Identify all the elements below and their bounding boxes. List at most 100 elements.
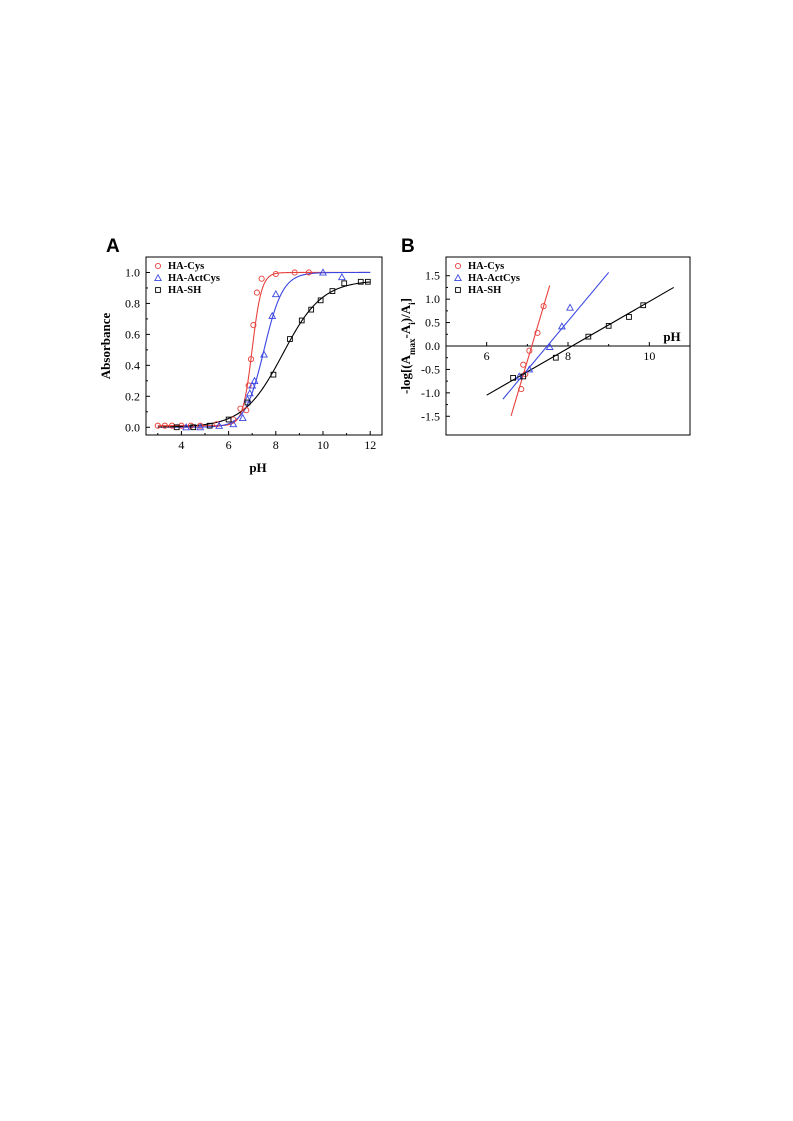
- panel-a-point-ha-cys: [247, 356, 255, 363]
- panel-b-letter: B: [401, 236, 415, 257]
- panel-a-y-axis-title: Absorbance: [98, 313, 113, 380]
- panel-a-legend-label-ha-sh: HA-SH: [168, 285, 201, 296]
- panel-a-point-ha-sh: [298, 317, 305, 324]
- panel-b-point-ha-sh: [552, 354, 559, 361]
- panel-a-point-ha-sh: [190, 424, 197, 431]
- panel-b-point-ha-sh: [510, 375, 516, 381]
- panel-a-legend-marker-ha-cys: [154, 262, 162, 270]
- panel-b-data-points: [510, 302, 647, 393]
- panel-a-point-ha-cys: [197, 422, 204, 429]
- panel-b-y-axis-title: -log[(Amax-Ai)/Ai]: [398, 298, 417, 394]
- panel-a-point-ha-cys: [305, 269, 312, 276]
- panel-a-x-tick-label: 10: [317, 438, 329, 452]
- panel-b-point-ha-actcys: [545, 342, 554, 350]
- panel-a-point-ha-cys: [272, 270, 279, 278]
- panel-a-point-ha-sh: [270, 371, 277, 378]
- panel-b-y-tick-label: -0.5: [421, 362, 440, 376]
- panel-a: A 4 6 8 10 12 0.0 0.2 0.4 0.6 0.8 1.0 pH Absorbanc…: [98, 236, 383, 475]
- panel-a-point-ha-actcys: [271, 290, 280, 298]
- panel-a-y-tick-label: 0.4: [125, 358, 140, 372]
- panel-a-point-ha-sh: [341, 280, 348, 287]
- y-title-sub-max: max: [407, 338, 417, 355]
- panel-a-fit-ha-sh: [157, 281, 371, 428]
- panel-a-point-ha-cys: [250, 322, 257, 329]
- panel-a-point-ha-cys: [291, 269, 298, 276]
- panel-b-fit-ha-cys: [510, 285, 551, 417]
- panel-a-point-ha-sh: [206, 422, 213, 429]
- panel-a-point-ha-sh: [287, 336, 293, 342]
- panel-b-point-ha-sh: [605, 323, 612, 329]
- panel-a-point-ha-actcys: [268, 311, 277, 319]
- panel-b-y-tick-label: -1.5: [421, 409, 440, 423]
- panel-b-point-ha-sh: [585, 333, 592, 340]
- panel-b-y-tick-label: 0.0: [425, 339, 440, 353]
- panel-b-x-axis-title: pH: [663, 329, 680, 344]
- panel-a-point-ha-sh: [364, 278, 371, 285]
- panel-a-point-ha-actcys: [229, 420, 238, 428]
- panel-a-point-ha-actcys: [245, 389, 254, 397]
- panel-b-axes: 6 8 10 -1.5 -1.0 -0.5 0.0 0.5 1.0 1.5: [421, 269, 691, 423]
- panel-a-point-ha-sh: [173, 424, 180, 431]
- panel-a-point-ha-actcys: [248, 381, 257, 389]
- y-title-tail: )/A: [398, 304, 413, 322]
- panel-a-x-tick-label: 12: [364, 438, 376, 452]
- panel-a-point-ha-actcys: [337, 272, 346, 281]
- panel-a-point-ha-actcys: [215, 421, 224, 429]
- panel-b-legend-marker-ha-actcys: [454, 273, 462, 282]
- panel-b-point-ha-cys: [520, 361, 527, 368]
- panel-b-x-tick-label: 10: [643, 349, 655, 363]
- y-title-prefix: -log[(A: [398, 354, 413, 394]
- panel-a-point-ha-actcys: [260, 350, 268, 358]
- panel-b-x-tick-label: 6: [484, 349, 490, 363]
- panel-a-x-tick-label: 4: [178, 438, 184, 452]
- y-title-sub-i-2: i: [407, 302, 417, 305]
- panel-b-x-tick-label: 8: [565, 349, 571, 363]
- panel-b-fit-ha-actcys: [502, 272, 610, 400]
- panel-b-y-tick-label: 1.5: [425, 269, 440, 283]
- panel-a-point-ha-sh: [357, 278, 364, 285]
- panel-b-point-ha-actcys: [525, 365, 534, 373]
- panel-b-point-ha-cys: [534, 329, 541, 336]
- panel-b-point-ha-actcys: [566, 303, 574, 311]
- y-title-middle: -A: [398, 324, 413, 338]
- panel-a-axes: 4 6 8 10 12 0.0 0.2 0.4 0.6 0.8 1.0: [125, 265, 376, 452]
- panel-a-point-ha-cys: [161, 422, 168, 429]
- panel-a-y-tick-label: 0.8: [125, 296, 140, 310]
- panel-a-legend-label-ha-actcys: HA-ActCys: [168, 273, 220, 284]
- panel-a-data-points: [154, 268, 371, 431]
- panel-a-point-ha-actcys: [250, 376, 259, 384]
- panel-a-legend-marker-ha-actcys: [154, 273, 162, 282]
- panel-a-y-tick-label: 1.0: [125, 265, 140, 279]
- panel-a-legend-marker-ha-sh: [155, 287, 161, 293]
- panel-a-point-ha-sh: [317, 297, 324, 304]
- panel-b-y-tick-label: 0.5: [425, 316, 440, 330]
- panel-a-point-ha-actcys: [243, 395, 252, 403]
- panel-b-point-ha-cys: [540, 303, 547, 310]
- panel-b-fit-ha-sh: [486, 286, 675, 396]
- panel-b-legend-label-ha-cys: HA-Cys: [468, 261, 504, 272]
- panel-b-legend-marker-ha-sh: [455, 287, 461, 293]
- panel-b-point-ha-sh: [520, 373, 527, 380]
- panel-b-point-ha-sh: [626, 314, 632, 320]
- panel-b-legend-label-ha-sh: HA-SH: [468, 285, 501, 296]
- panel-a-point-ha-sh: [244, 399, 251, 406]
- panel-a-letter: A: [106, 236, 120, 257]
- panel-a-x-tick-label: 6: [226, 438, 232, 452]
- panel-b: B 6 8 10 -1.5 -1.0 -0.5 0.0 0.5 1.0 1.5 pH -log[(…: [398, 236, 691, 436]
- panel-b-legend-label-ha-actcys: HA-ActCys: [468, 273, 520, 284]
- panel-b-point-ha-cys: [518, 386, 525, 393]
- panel-a-plot-frame: [145, 256, 383, 436]
- panel-a-x-axis-title: pH: [249, 460, 266, 475]
- panel-b-point-ha-actcys: [557, 322, 566, 330]
- panel-a-point-ha-sh: [329, 288, 336, 294]
- panel-a-point-ha-actcys: [319, 268, 327, 276]
- panel-a-point-ha-sh: [308, 306, 315, 313]
- y-title-suffix: ]: [398, 298, 413, 302]
- panel-b-y-tick-label: 1.0: [425, 292, 440, 306]
- panel-a-legend-label-ha-cys: HA-Cys: [168, 261, 204, 272]
- panel-a-point-ha-cys: [154, 422, 161, 429]
- panel-a-point-ha-actcys: [196, 423, 205, 431]
